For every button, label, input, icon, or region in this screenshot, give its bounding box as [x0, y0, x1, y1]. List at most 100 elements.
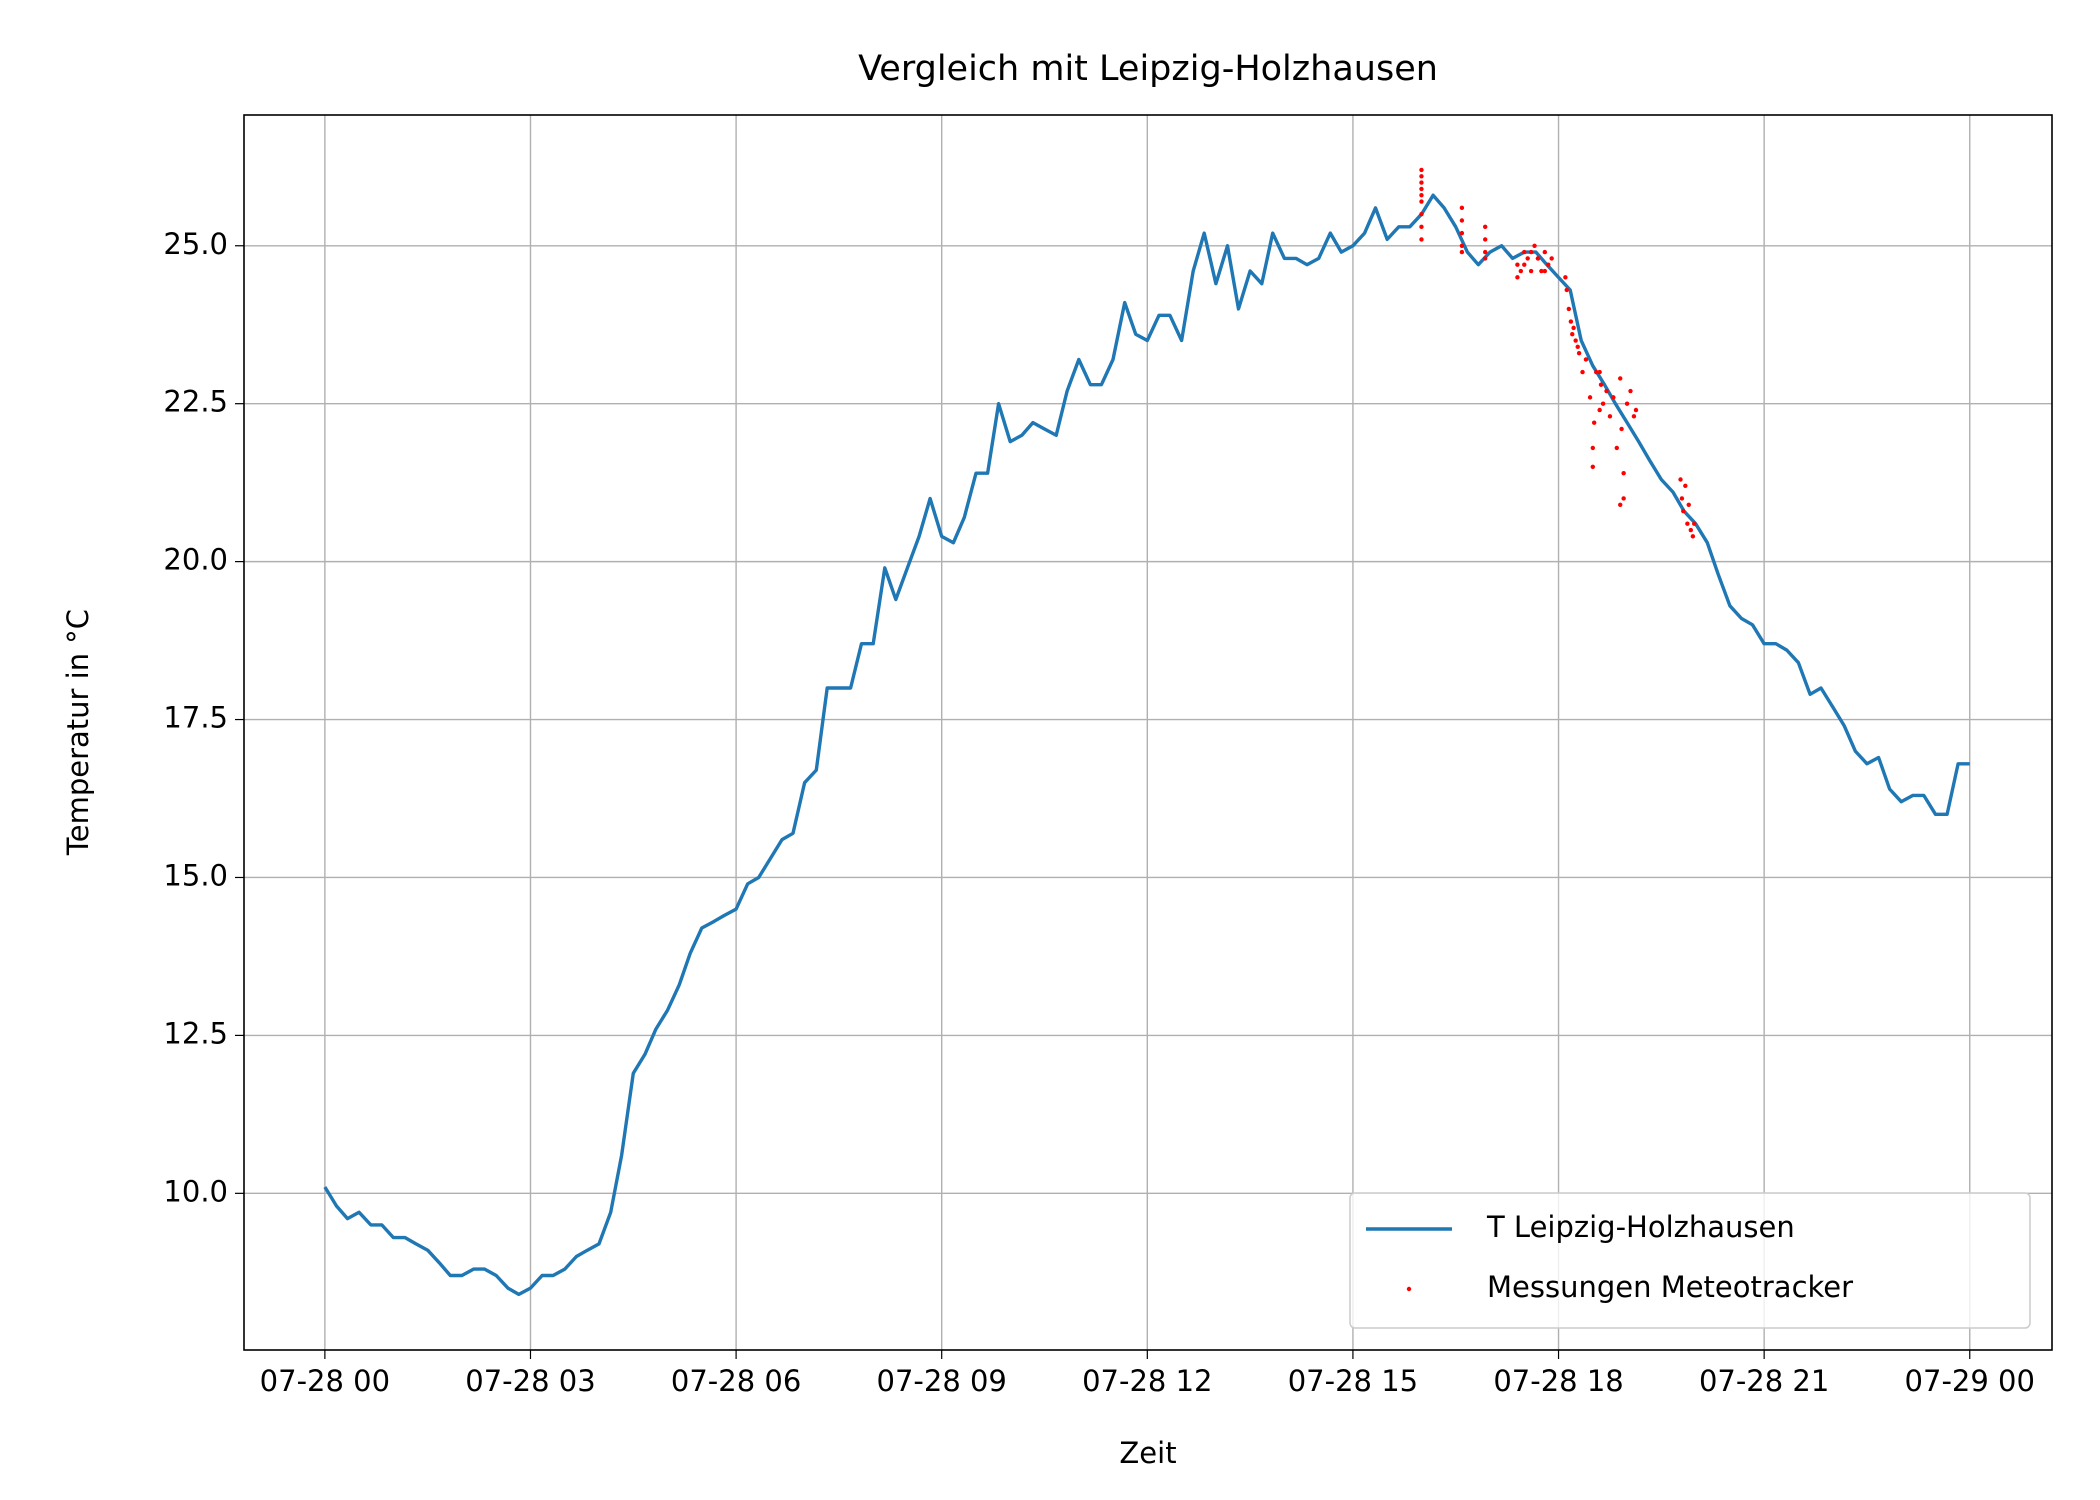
y-tick-label: 20.0 [163, 543, 228, 577]
data-point [1483, 224, 1488, 230]
data-point [1542, 268, 1548, 274]
data-point [1539, 268, 1544, 274]
data-point [1685, 521, 1690, 526]
data-point [1532, 243, 1537, 248]
data-point [1597, 407, 1602, 413]
data-point [1419, 167, 1424, 173]
x-tick-label: 07-28 03 [465, 1364, 595, 1398]
x-tick-label: 07-28 21 [1699, 1364, 1829, 1398]
y-tick-label: 10.0 [163, 1174, 228, 1208]
data-point [1618, 502, 1623, 507]
data-point [1459, 230, 1465, 236]
data-point [1688, 527, 1694, 533]
y-axis-label: Temperatur in °C [61, 609, 95, 856]
legend-label: T Leipzig-Holzhausen [1486, 1210, 1795, 1244]
data-point [1419, 174, 1424, 179]
data-point [1679, 496, 1685, 501]
data-point [1515, 262, 1520, 267]
data-point [1419, 193, 1424, 198]
y-tick-label: 17.5 [163, 701, 228, 735]
x-tick-label: 07-28 09 [877, 1364, 1007, 1398]
data-point [1631, 414, 1637, 419]
data-point [1568, 319, 1574, 324]
x-tick-label: 07-29 00 [1905, 1364, 2035, 1398]
data-point [1575, 344, 1580, 350]
legend-box [1349, 1192, 2031, 1329]
data-point [1573, 338, 1578, 343]
data-point [1459, 205, 1465, 211]
data-point [1419, 199, 1424, 204]
data-point [1570, 332, 1575, 337]
x-tick-label: 07-28 18 [1493, 1364, 1623, 1398]
x-tick-label: 07-28 12 [1082, 1364, 1212, 1398]
data-point [1681, 508, 1686, 514]
data-point [1459, 249, 1465, 255]
data-point [1692, 521, 1697, 526]
legend-swatch [1406, 1286, 1412, 1292]
data-point [1598, 382, 1604, 387]
data-point [1633, 407, 1639, 413]
data-point [1459, 243, 1465, 248]
data-point [1483, 249, 1488, 255]
x-tick-label: 07-28 00 [260, 1364, 390, 1398]
data-point [1483, 256, 1488, 261]
data-point [1419, 186, 1424, 192]
data-point [1619, 426, 1624, 432]
data-point [1542, 249, 1548, 255]
y-tick-label: 22.5 [163, 385, 228, 419]
data-point [1580, 369, 1585, 375]
data-point [1678, 477, 1683, 482]
data-point [1624, 401, 1630, 406]
data-point [1535, 256, 1541, 261]
data-point [1594, 369, 1599, 375]
data-point [1604, 388, 1609, 394]
data-point [1419, 180, 1424, 185]
data-point [1525, 256, 1530, 261]
data-point [1600, 401, 1606, 406]
data-point [1546, 262, 1551, 267]
data-point [1563, 275, 1568, 280]
x-axis-label: Zeit [1119, 1436, 1176, 1470]
data-point [1611, 395, 1616, 400]
plot-frame [243, 114, 2053, 1351]
data-point [1419, 224, 1424, 230]
data-point [1597, 369, 1602, 375]
data-point [1583, 357, 1589, 362]
data-point [1564, 287, 1569, 293]
data-point [1683, 483, 1688, 489]
data-point [1587, 395, 1593, 400]
data-point [1459, 218, 1465, 223]
data-point [1528, 249, 1534, 255]
data-point [1522, 262, 1527, 267]
data-point [1571, 325, 1576, 331]
data-point [1483, 237, 1488, 242]
data-point [1628, 388, 1633, 394]
data-point [1522, 249, 1527, 255]
data-point [1549, 256, 1554, 261]
data-point [1515, 275, 1520, 280]
data-point [1686, 502, 1691, 507]
x-tick-label: 07-28 15 [1288, 1364, 1418, 1398]
y-tick-label: 15.0 [163, 858, 228, 892]
data-point [1614, 445, 1619, 451]
data-point [1528, 268, 1534, 274]
x-tick-label: 07-28 06 [671, 1364, 801, 1398]
data-point [1419, 211, 1424, 217]
data-point [1621, 470, 1626, 476]
data-point [1618, 376, 1623, 381]
chart-title: Vergleich mit Leipzig-Holzhausen [858, 49, 1438, 89]
y-tick-label: 12.5 [163, 1016, 228, 1050]
data-point [1518, 268, 1524, 274]
data-point [1590, 464, 1596, 470]
data-point [1621, 496, 1626, 501]
legend-label: Messungen Meteotracker [1487, 1270, 1853, 1304]
data-point [1419, 237, 1424, 242]
y-tick-label: 25.0 [163, 227, 228, 261]
data-point [1607, 414, 1613, 419]
data-point [1690, 534, 1696, 539]
data-point [1576, 350, 1582, 356]
data-point [1566, 306, 1572, 312]
data-point [1591, 420, 1597, 425]
data-point [1590, 445, 1596, 451]
